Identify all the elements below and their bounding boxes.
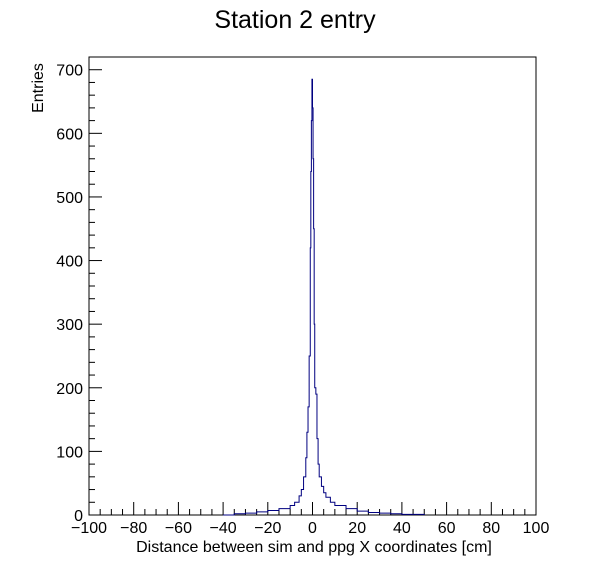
x-tick-label: 40 <box>393 520 411 537</box>
x-tick-label: 100 <box>523 520 550 537</box>
y-axis: 0 100 200 300 400 500 600 700 <box>56 56 102 525</box>
x-tick-label: 80 <box>482 520 500 537</box>
x-tick-label: −60 <box>165 520 192 537</box>
y-tick-label: 400 <box>56 254 83 271</box>
x-tick-label: 20 <box>348 520 366 537</box>
y-tick-label: 100 <box>56 444 83 461</box>
y-tick-label: 0 <box>74 508 83 525</box>
y-tick-label: 500 <box>56 190 83 207</box>
x-tick-label: 0 <box>308 520 317 537</box>
x-tick-label: −80 <box>120 520 147 537</box>
y-axis-label: Entries <box>30 63 47 113</box>
x-axis-label: Distance between sim and ppg X coordinat… <box>136 539 492 556</box>
x-tick-label: −20 <box>254 520 281 537</box>
y-tick-label: 200 <box>56 381 83 398</box>
x-axis: −100 −80 −60 −40 −20 0 20 40 60 80 100 <box>71 502 549 537</box>
x-tick-label: −100 <box>71 520 107 537</box>
plot-frame <box>88 56 537 516</box>
x-tick-label: 60 <box>438 520 456 537</box>
x-tick-label: −40 <box>210 520 237 537</box>
y-tick-label: 600 <box>56 126 83 143</box>
y-tick-label: 300 <box>56 317 83 334</box>
y-tick-label: 700 <box>56 63 83 80</box>
histogram-line <box>223 78 425 516</box>
chart-title: Station 2 entry <box>214 6 376 34</box>
